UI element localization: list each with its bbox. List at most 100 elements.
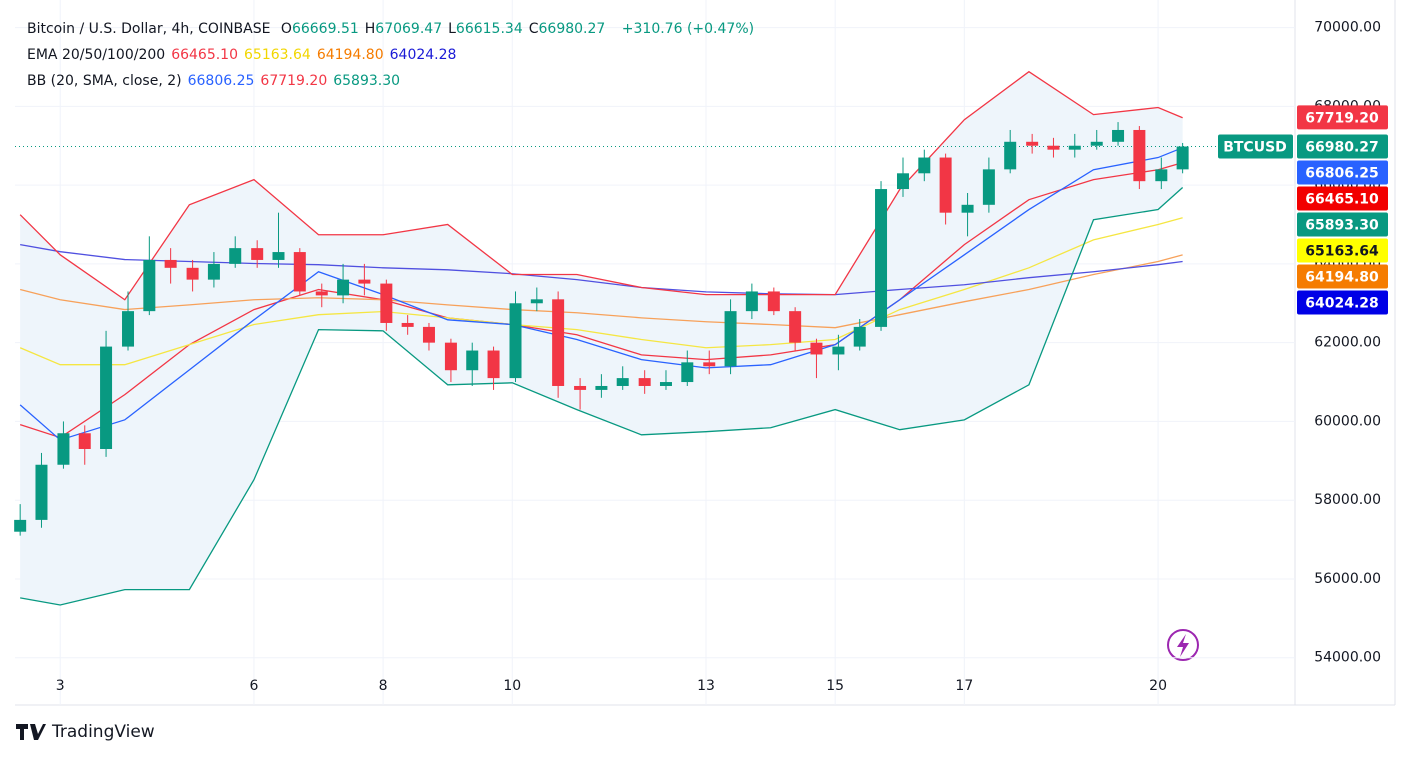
- candle-body: [832, 346, 845, 355]
- price-tag-label: 67719.20: [1305, 110, 1379, 126]
- candle-body: [35, 464, 48, 520]
- ohlc: O66669.51 H67069.47 L66615.34 C66980.27: [281, 21, 611, 37]
- candle-body: [1176, 146, 1189, 170]
- ohlc-key: O: [280, 21, 292, 37]
- candle-body: [14, 519, 27, 532]
- candle-body: [272, 252, 285, 260]
- candle-body: [487, 350, 500, 379]
- legend-row: Bitcoin / U.S. Dollar, 4h, COINBASE O666…: [27, 16, 760, 42]
- indicator-value: 66806.25: [187, 73, 255, 89]
- candle-body: [78, 433, 91, 449]
- candle-body: [1068, 145, 1081, 150]
- price-tag-label: 65893.30: [1305, 218, 1379, 234]
- logo: [16, 724, 46, 740]
- indicator-line: [19, 70, 1183, 301]
- price-tag: [1297, 212, 1388, 237]
- candle-body: [659, 382, 672, 386]
- bb-fill: [20, 71, 1183, 605]
- price-tag: [1297, 186, 1388, 211]
- legend-row: EMA 20/50/100/200 66465.10 65163.64 64194.8…: [27, 42, 760, 68]
- footer: TradingView: [16, 722, 155, 742]
- candle-body: [143, 259, 156, 312]
- candle-body: [574, 385, 587, 390]
- candle-body: [552, 299, 565, 386]
- indicator-line: [19, 162, 1183, 439]
- candle-body: [1090, 141, 1103, 146]
- symbol-tag-label: BTCUSD: [1223, 140, 1287, 156]
- x-tick-label: 3: [56, 678, 65, 694]
- candle-body: [939, 157, 952, 213]
- alert-icon-bolt: [1177, 634, 1189, 657]
- candle-body: [164, 259, 177, 268]
- x-tick-label: 20: [1149, 678, 1167, 694]
- candle-body: [875, 189, 888, 327]
- candle-body: [444, 342, 457, 371]
- candle-body: [724, 311, 737, 367]
- indicator-label: BB (20, SMA, close, 2): [27, 73, 182, 89]
- indicator-line: [20, 186, 1184, 606]
- alert-icon[interactable]: [1167, 629, 1199, 661]
- candle-body: [703, 362, 716, 367]
- indicator-value: 64194.80: [316, 47, 384, 63]
- candle-body: [380, 283, 393, 323]
- price-tag-label: 64194.80: [1305, 270, 1379, 286]
- price-tag: [1297, 105, 1388, 130]
- x-tick-label: 8: [379, 678, 388, 694]
- legend: Bitcoin / U.S. Dollar, 4h, COINBASE O666…: [27, 16, 760, 94]
- ohlc-key: H: [364, 21, 376, 37]
- candle-body: [229, 248, 242, 264]
- price-tag-label: 66806.25: [1305, 166, 1379, 182]
- candle-body: [1047, 145, 1060, 150]
- ohlc-value: 66980.27: [538, 21, 606, 37]
- price-tag: [1297, 160, 1388, 185]
- y-tick-label: 56000.00: [1314, 571, 1381, 587]
- candle-body: [401, 322, 414, 327]
- price-tag: [1297, 264, 1388, 289]
- ohlc-key: C: [528, 21, 539, 37]
- indicator-line: [20, 243, 1183, 296]
- candle-body: [466, 350, 479, 371]
- indicator-value: 66465.10: [171, 47, 238, 63]
- candle-body: [358, 279, 371, 284]
- ohlc-value: 67069.47: [375, 21, 443, 37]
- price-tag: [1297, 290, 1388, 315]
- candle-body: [767, 291, 780, 312]
- legend-row: BB (20, SMA, close, 2) 66806.25 67719.20 65…: [27, 68, 760, 94]
- price-tag-label: 64024.28: [1305, 296, 1379, 312]
- candle-body: [595, 385, 608, 390]
- candle-body: [1004, 141, 1017, 170]
- candle-body: [1155, 169, 1168, 182]
- indicator-value: 65163.64: [244, 47, 311, 63]
- y-tick-label: 70000.00: [1314, 20, 1381, 36]
- x-tick-label: 6: [249, 678, 258, 694]
- price-tag: [1297, 238, 1388, 263]
- indicator-line: [19, 147, 1183, 441]
- candle-body: [207, 263, 220, 280]
- ohlc-value: 66669.51: [291, 21, 359, 37]
- candle-body: [982, 169, 995, 205]
- candle-body: [789, 311, 802, 343]
- candle-body: [918, 157, 931, 174]
- candle-body: [961, 204, 974, 213]
- ohlc-key: L: [448, 21, 456, 37]
- y-tick-label: 60000.00: [1314, 413, 1381, 429]
- candle-body: [186, 267, 199, 280]
- candle-body: [1026, 141, 1039, 146]
- candle-body: [293, 252, 306, 292]
- x-tick-label: 15: [826, 678, 844, 694]
- candle-body: [422, 326, 435, 343]
- y-tick-label: 58000.00: [1314, 492, 1381, 508]
- x-tick-label: 17: [955, 678, 973, 694]
- candle-body: [810, 342, 823, 355]
- symbol: Bitcoin / U.S. Dollar, 4h, COINBASE: [27, 21, 271, 37]
- candle-body: [122, 311, 135, 347]
- indicator-line: [20, 254, 1183, 329]
- price-tag-label: 66465.10: [1305, 192, 1379, 208]
- candle-body: [100, 346, 113, 449]
- y-tick-label: 54000.00: [1314, 650, 1381, 666]
- ohlc-value: 66615.34: [455, 21, 523, 37]
- indicator-value: 64024.28: [389, 47, 457, 63]
- candle-body: [853, 326, 866, 347]
